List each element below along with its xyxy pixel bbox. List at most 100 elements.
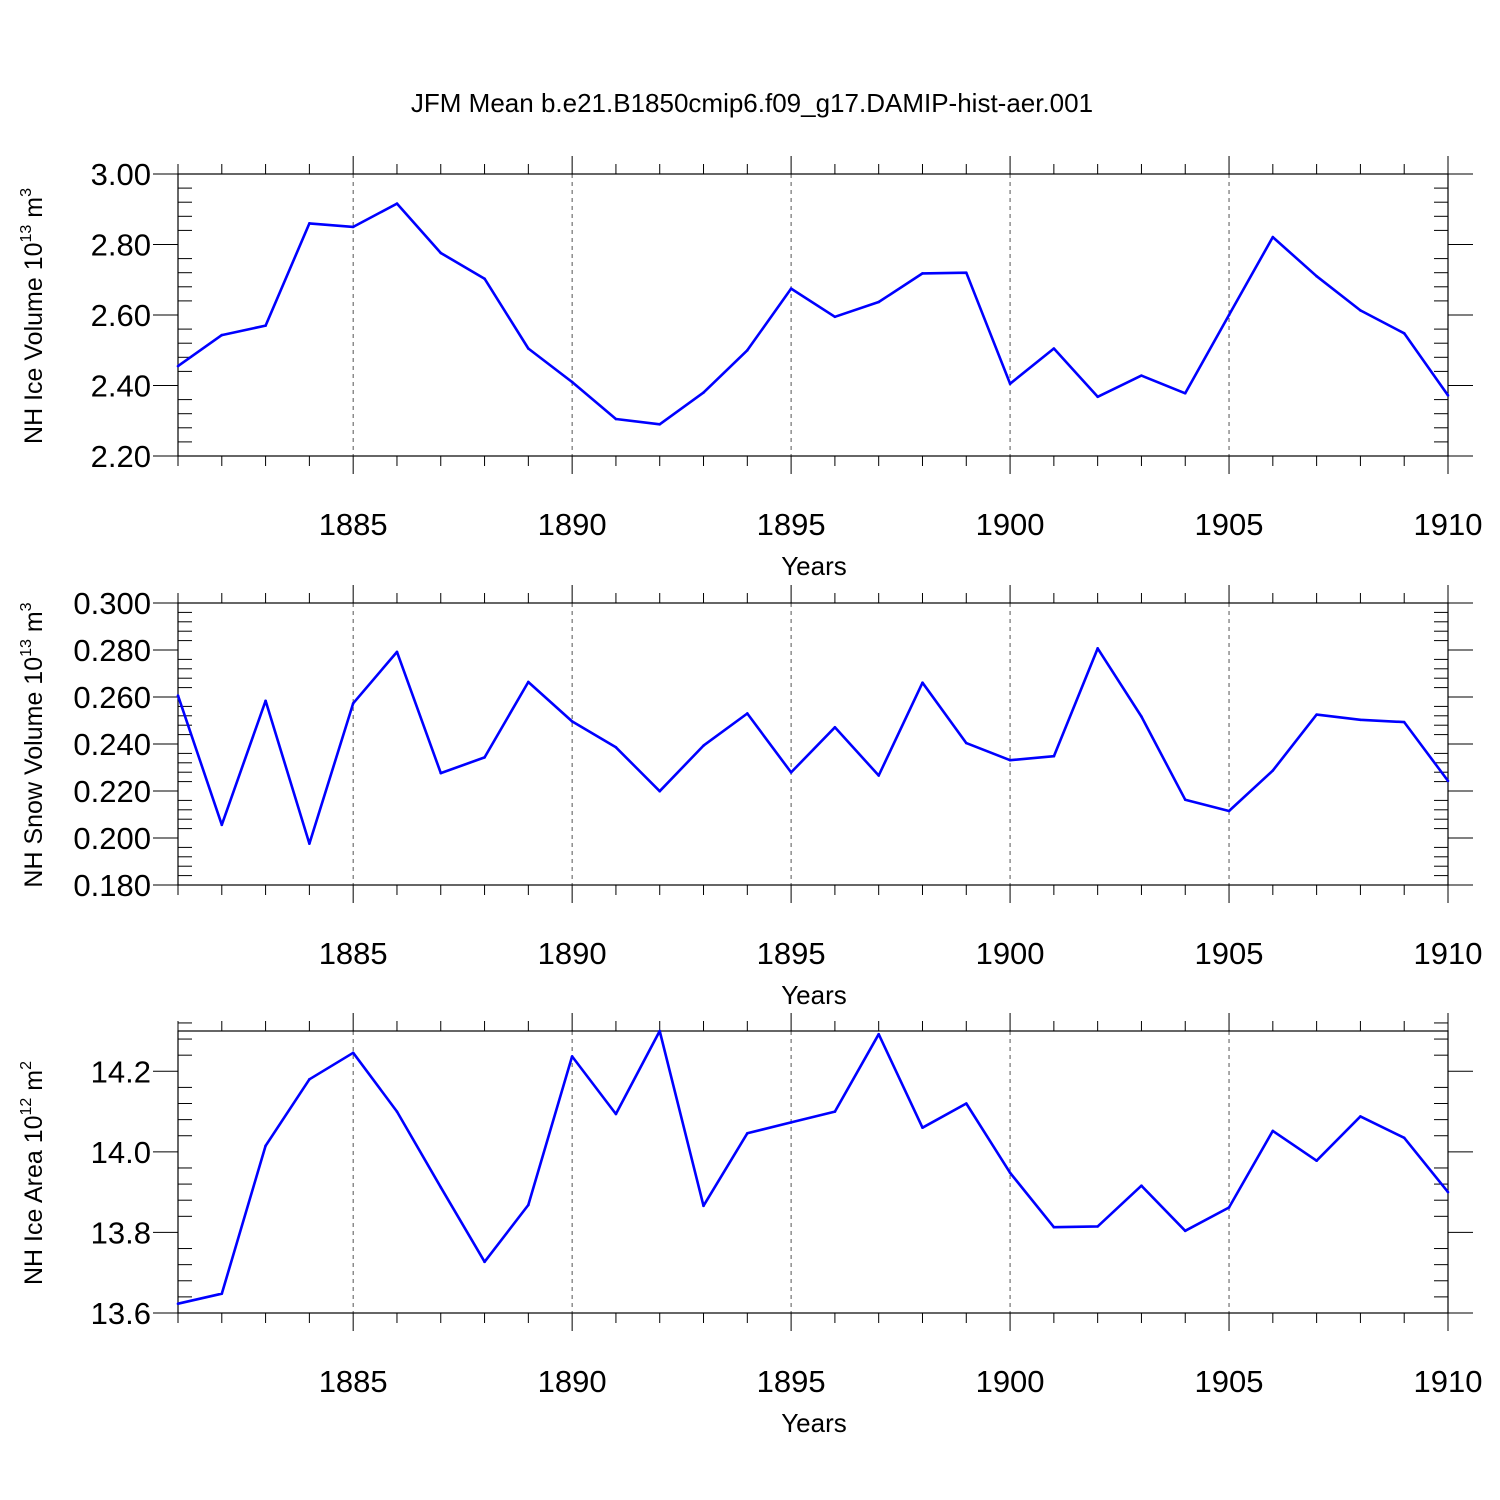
- x-tick-label: 1910: [1414, 507, 1483, 542]
- data-point: [1315, 274, 1318, 278]
- data-point: [483, 277, 486, 280]
- x-tick-label: 1910: [1414, 936, 1483, 971]
- data-point: [1008, 382, 1012, 386]
- x-tick-label: 1890: [538, 507, 607, 542]
- data-point: [746, 712, 749, 715]
- data-point: [1008, 758, 1012, 762]
- data-point: [1140, 1184, 1143, 1187]
- panel-1: 2.20 2.40 2.60 2.80 3.00 1885 1890 1895 1900 1905…: [18, 156, 1482, 581]
- data-point: [1446, 394, 1450, 397]
- data-point: [1052, 347, 1056, 350]
- x-tick-label: 1895: [757, 507, 826, 542]
- plot-frame: [177, 173, 1449, 457]
- data-point: [176, 364, 180, 368]
- data-point: [877, 774, 880, 777]
- data-point: [964, 1102, 968, 1105]
- data-point: [351, 225, 355, 229]
- data-point: [658, 789, 662, 793]
- data-point: [1359, 718, 1362, 722]
- data-point: [1271, 1129, 1275, 1133]
- data-point: [395, 650, 399, 654]
- data-point: [789, 771, 793, 774]
- x-tick-label: 1900: [976, 936, 1045, 971]
- data-point: [220, 1292, 224, 1295]
- data-point: [833, 1110, 837, 1113]
- y-tick-label: 2.20: [91, 439, 151, 474]
- plot-frame: [177, 602, 1449, 886]
- data-point: [351, 1051, 355, 1055]
- data-point: [1446, 779, 1450, 783]
- data-point: [1315, 1159, 1318, 1163]
- x-axis-label: Years: [781, 551, 847, 581]
- data-point: [570, 1055, 574, 1058]
- data-point: [1183, 391, 1187, 395]
- data-point: [614, 1112, 618, 1116]
- data-point: [658, 1029, 662, 1033]
- data-point: [264, 1144, 267, 1148]
- x-tick-label: 1885: [319, 507, 388, 542]
- data-point: [1183, 798, 1187, 801]
- data-point: [789, 1121, 793, 1124]
- data-point: [220, 823, 224, 827]
- data-point: [1052, 1225, 1056, 1229]
- data-point: [570, 380, 574, 384]
- x-axis-label: Years: [781, 1408, 847, 1438]
- figure-title: JFM Mean b.e21.B1850cmip6.f09_g17.DAMIP-…: [411, 88, 1093, 118]
- data-point: [395, 1110, 399, 1113]
- data-point: [483, 756, 486, 759]
- x-tick-label: 1905: [1195, 507, 1264, 542]
- y-tick-label: 0.240: [73, 727, 151, 762]
- y-tick-label: 0.220: [73, 774, 151, 809]
- data-point: [614, 417, 618, 421]
- data-point: [921, 1126, 924, 1129]
- y-tick-label: 0.200: [73, 821, 151, 856]
- data-point: [833, 726, 837, 729]
- x-tick-label: 1905: [1195, 936, 1264, 971]
- y-tick-label: 0.300: [73, 586, 151, 621]
- data-point: [439, 1186, 443, 1189]
- data-point: [395, 202, 399, 205]
- y-tick-label: 0.260: [73, 680, 151, 715]
- data-point: [1402, 332, 1406, 335]
- y-tick-label: 14.0: [91, 1135, 151, 1170]
- series-line: [177, 202, 1450, 426]
- x-axis-label: Years: [781, 980, 847, 1010]
- data-point: [176, 1302, 180, 1306]
- y-tick-label: 13.8: [91, 1215, 151, 1250]
- data-point: [176, 694, 180, 697]
- panel-2: 0.180 0.200 0.220 0.240 0.260 0.280 0.300 1885 1…: [18, 585, 1482, 1010]
- data-point: [746, 348, 749, 352]
- x-tick-label: 1895: [757, 936, 826, 971]
- data-point: [702, 391, 705, 394]
- data-point: [1183, 1229, 1187, 1233]
- data-point: [1359, 1115, 1362, 1118]
- data-point: [833, 315, 837, 319]
- data-point: [1446, 1190, 1450, 1194]
- data-point: [1402, 1136, 1406, 1140]
- data-point: [308, 222, 311, 225]
- y-tick-label: 2.60: [91, 298, 151, 333]
- x-tick-label: 1885: [319, 936, 388, 971]
- x-tick-label: 1895: [757, 1364, 826, 1399]
- plot-frame: [177, 1030, 1449, 1314]
- x-tick-label: 1890: [538, 1364, 607, 1399]
- data-point: [264, 699, 267, 703]
- data-point: [746, 1132, 749, 1135]
- data-point: [570, 720, 574, 723]
- data-point: [702, 1204, 705, 1208]
- panels-group: 2.20 2.40 2.60 2.80 3.00 1885 1890 1895 1900 1905…: [18, 156, 1482, 1438]
- data-point: [614, 745, 618, 749]
- x-tick-label: 1910: [1414, 1364, 1483, 1399]
- data-point: [439, 251, 443, 255]
- y-tick-label: 0.280: [73, 633, 151, 668]
- data-point: [527, 680, 530, 684]
- y-tick-label: 0.180: [73, 868, 151, 903]
- series-line: [177, 1029, 1450, 1305]
- y-tick-label: 3.00: [91, 157, 151, 192]
- data-point: [921, 681, 924, 684]
- data-point: [658, 422, 662, 426]
- x-tick-label: 1900: [976, 507, 1045, 542]
- y-axis-label: NH Snow Volume 1013 m3: [18, 602, 48, 887]
- series-line: [176, 647, 1450, 845]
- y-tick-label: 2.40: [91, 369, 151, 404]
